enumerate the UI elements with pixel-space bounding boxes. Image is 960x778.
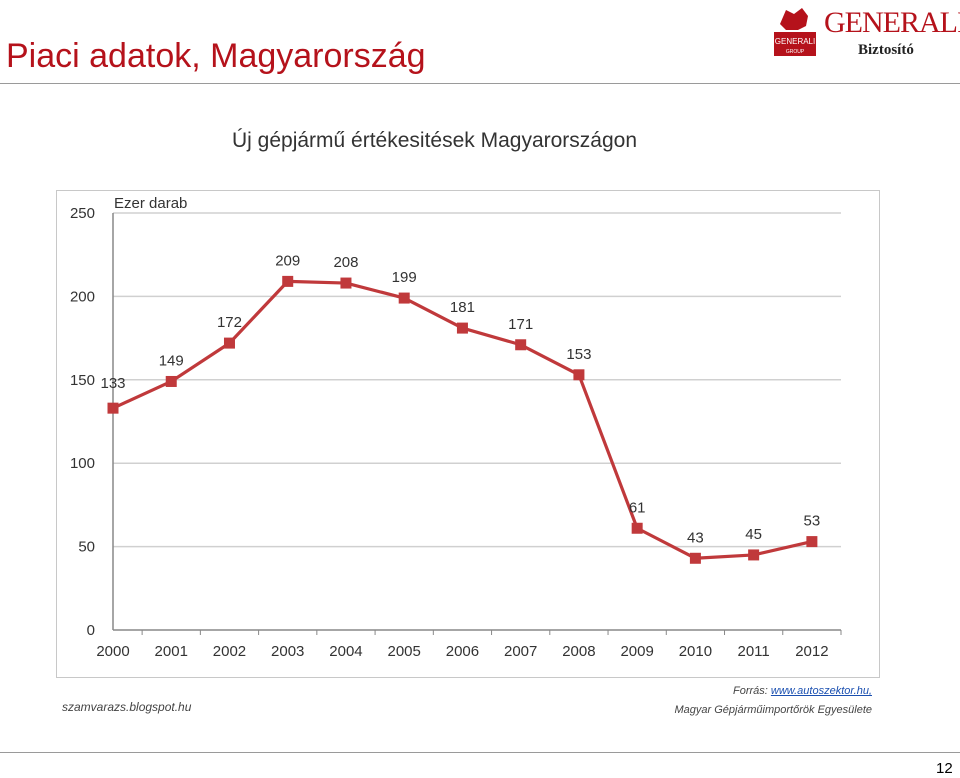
data-label: 43 <box>687 529 704 546</box>
logo-badge-sub: GROUP <box>786 49 805 55</box>
chart-border <box>56 190 880 678</box>
x-tick-label: 2004 <box>329 643 362 660</box>
x-tick-label: 2010 <box>679 643 712 660</box>
x-tick-label: 2001 <box>155 643 188 660</box>
y-tick-label: 0 <box>87 622 95 639</box>
source-left: szamvarazs.blogspot.hu <box>62 700 192 714</box>
x-tick-label: 2011 <box>738 643 770 660</box>
page-number: 12 <box>936 760 953 777</box>
data-label: 172 <box>217 314 242 331</box>
data-label: 53 <box>804 513 821 530</box>
data-label: 133 <box>100 375 125 392</box>
x-tick-label: 2002 <box>213 643 246 660</box>
data-label: 199 <box>392 269 417 286</box>
line-chart: 0 50 100 150 200 250 2000 2001 2002 2003 2004 2005 2… <box>56 190 880 678</box>
data-point <box>806 536 818 548</box>
data-label: 208 <box>333 254 358 271</box>
data-label: 45 <box>745 526 762 543</box>
bottom-divider <box>0 752 960 753</box>
grid-lines <box>113 212 841 548</box>
data-point <box>748 549 760 561</box>
data-label: 171 <box>508 316 533 333</box>
data-point <box>107 402 119 414</box>
x-tick-label: 2006 <box>446 643 479 660</box>
chart-title: Új gépjármű értékesitések Magyarországon <box>232 129 638 152</box>
x-tick-label: 2007 <box>504 643 537 660</box>
logo-brand: GENERALI <box>824 6 960 39</box>
x-tick-label: 2009 <box>620 643 653 660</box>
data-point <box>282 275 294 287</box>
data-label: 181 <box>450 299 475 316</box>
source-prefix: Forrás: <box>733 685 771 697</box>
axes: 0 50 100 150 200 250 2000 2001 2002 2003 2004 2005 2… <box>70 205 842 660</box>
source-line-1: Forrás: www.autoszektor.hu, <box>604 682 872 701</box>
data-point <box>456 322 468 334</box>
logo-badge-text: GENERALI <box>775 37 815 46</box>
logo-subtitle: Biztosító <box>858 42 914 58</box>
generali-logo: GENERALI GROUP GENERALI Biztosító <box>772 4 960 60</box>
x-tick-label: 2012 <box>795 643 828 660</box>
data-point <box>573 369 585 381</box>
y-tick-label: 250 <box>70 205 95 222</box>
source-right: Forrás: www.autoszektor.hu, Magyar Gépjá… <box>604 682 872 720</box>
y-tick-label: 150 <box>70 372 95 389</box>
x-tick-label: 2005 <box>388 643 421 660</box>
data-label: 149 <box>159 352 184 369</box>
data-label: 153 <box>566 346 591 363</box>
source-line-2: Magyar Gépjárműimportőrök Egyesülete <box>674 704 872 716</box>
data-label: 209 <box>275 252 300 269</box>
series-group: 133 149 172 209 208 199 181 171 153 61 43 45 53 <box>100 252 821 564</box>
slide-title: Piaci adatok, Magyarország <box>6 37 426 75</box>
data-point <box>689 552 701 564</box>
x-tick-label: 2008 <box>562 643 595 660</box>
data-point <box>631 522 643 534</box>
lion-emblem-icon: GENERALI GROUP <box>774 8 816 56</box>
x-tick-label: 2000 <box>96 643 129 660</box>
y-tick-label: 100 <box>70 455 95 472</box>
y-tick-label: 50 <box>78 539 95 556</box>
data-point <box>398 292 410 304</box>
data-point <box>515 339 527 351</box>
data-point <box>223 337 235 349</box>
y-tick-label: 200 <box>70 288 95 305</box>
data-label: 61 <box>629 499 646 516</box>
data-point <box>340 277 352 289</box>
y-axis-label: Ezer darab <box>114 195 187 212</box>
source-link[interactable]: www.autoszektor.hu, <box>770 685 872 697</box>
top-divider <box>0 83 960 84</box>
x-tick-label: 2003 <box>271 643 304 660</box>
data-point <box>165 375 177 387</box>
